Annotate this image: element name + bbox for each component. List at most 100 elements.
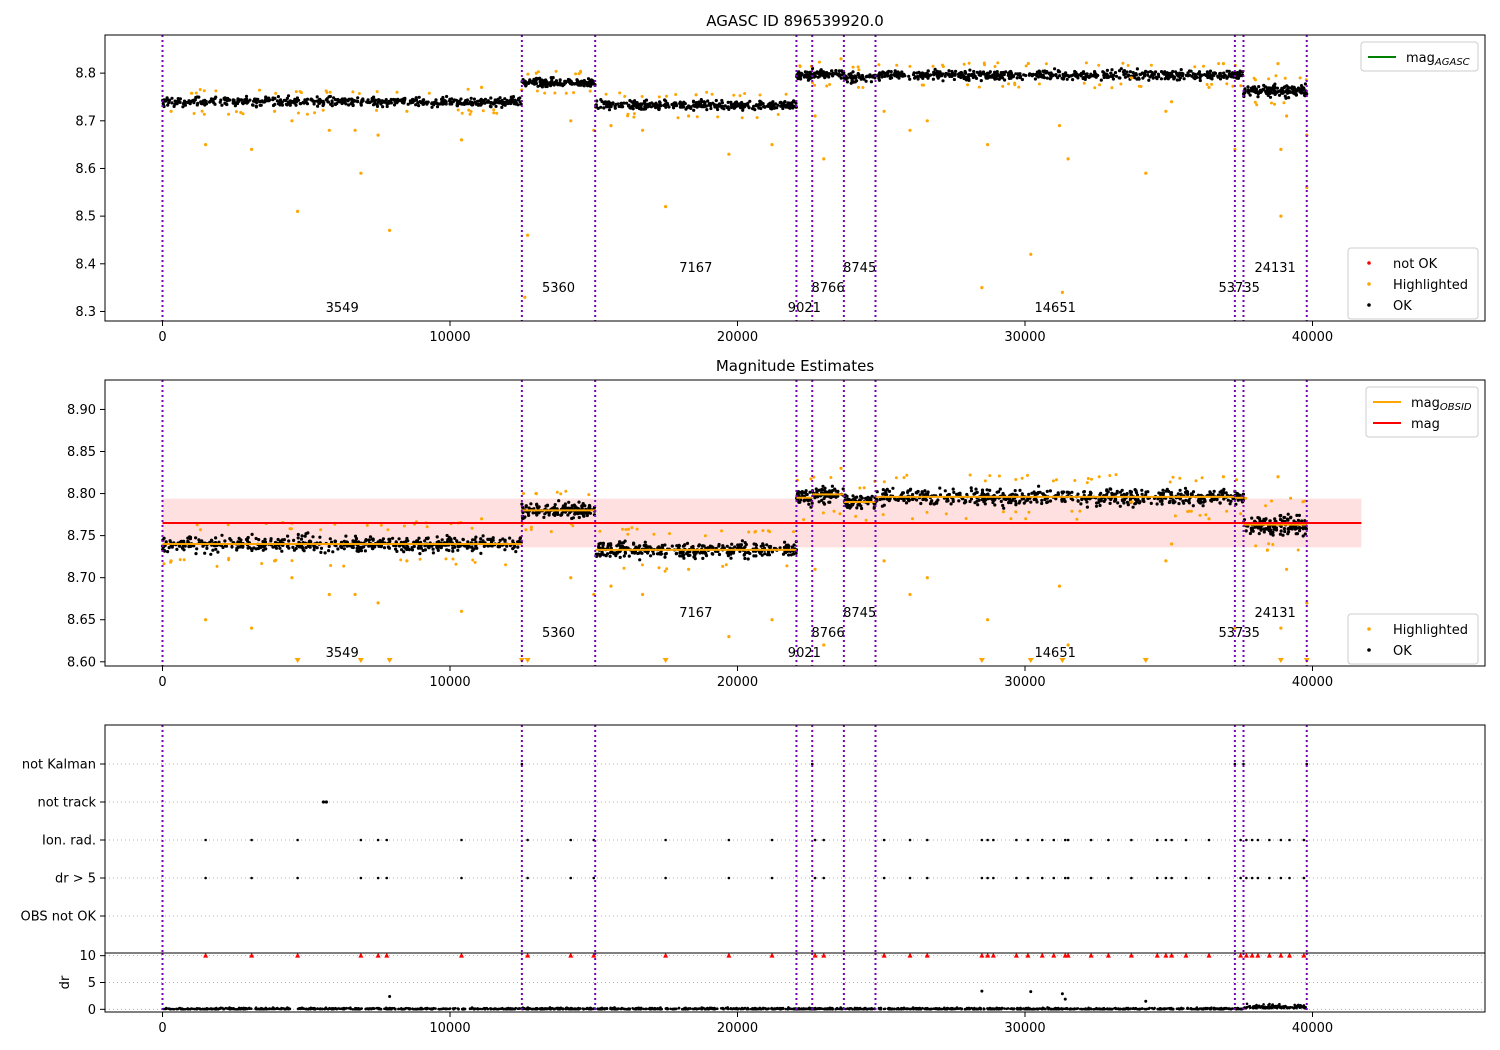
dr-point bbox=[390, 1008, 393, 1011]
ok-point bbox=[1058, 74, 1062, 78]
ok-point bbox=[361, 98, 365, 102]
ok-point bbox=[944, 72, 948, 76]
legend-marker bbox=[1367, 282, 1371, 286]
ok-point bbox=[608, 554, 612, 558]
ok-point bbox=[220, 103, 224, 107]
flag-point bbox=[324, 800, 328, 804]
highlighted-point bbox=[480, 85, 484, 89]
ok-point bbox=[1249, 86, 1253, 90]
flag-point bbox=[1302, 838, 1306, 842]
dr-point bbox=[175, 1007, 179, 1011]
ok-point bbox=[881, 488, 885, 492]
ok-point bbox=[411, 97, 415, 102]
ok-point bbox=[304, 98, 308, 103]
highlighted-point bbox=[882, 480, 886, 484]
ok-point bbox=[915, 498, 919, 502]
ok-point bbox=[544, 80, 548, 84]
ok-point bbox=[453, 536, 457, 541]
ok-point bbox=[1134, 72, 1138, 76]
x-tick-label: 40000 bbox=[1292, 675, 1333, 690]
highlighted-point bbox=[665, 94, 668, 98]
ok-point bbox=[1259, 527, 1263, 532]
ok-point bbox=[566, 513, 570, 517]
ok-point bbox=[474, 544, 478, 549]
ok-point bbox=[1068, 491, 1072, 495]
ok-point bbox=[183, 103, 187, 107]
highlighted-point bbox=[1276, 62, 1280, 66]
flag-point bbox=[385, 876, 389, 880]
ok-point bbox=[1299, 90, 1303, 94]
ok-point bbox=[1056, 70, 1061, 74]
flag-point bbox=[385, 838, 389, 842]
highlighted-point bbox=[1276, 475, 1280, 479]
ok-point bbox=[479, 551, 483, 556]
ok-point bbox=[170, 101, 174, 105]
ok-point bbox=[1229, 499, 1233, 503]
ok-point bbox=[677, 544, 682, 548]
ok-point bbox=[687, 104, 691, 108]
dr-point bbox=[334, 1007, 338, 1011]
chart-title: AGASC ID 896539920.0 bbox=[706, 12, 884, 30]
dr-point bbox=[222, 1007, 226, 1011]
highlighted-point bbox=[968, 473, 972, 477]
obsid-label: 5360 bbox=[542, 281, 575, 296]
ok-point bbox=[1222, 75, 1226, 79]
highlighted-point bbox=[1098, 83, 1102, 87]
ok-point bbox=[614, 554, 618, 558]
ok-point bbox=[336, 99, 340, 104]
ok-point bbox=[1198, 76, 1202, 80]
highlighted-point bbox=[1296, 548, 1300, 552]
obsid-label: 14651 bbox=[1035, 301, 1076, 316]
ok-point bbox=[1099, 78, 1103, 82]
highlighted-point bbox=[553, 91, 557, 95]
ok-point bbox=[241, 102, 245, 106]
ok-point bbox=[701, 544, 705, 548]
ok-point bbox=[1171, 69, 1175, 74]
ok-point bbox=[1126, 73, 1131, 77]
ok-point bbox=[902, 498, 906, 502]
ok-point bbox=[1248, 531, 1252, 536]
ok-point bbox=[1190, 74, 1194, 78]
highlighted-point bbox=[523, 295, 527, 299]
ok-point bbox=[503, 538, 507, 542]
ok-point bbox=[625, 101, 629, 105]
ok-point bbox=[561, 84, 565, 88]
ok-point bbox=[520, 502, 524, 506]
ok-point bbox=[370, 96, 374, 100]
ok-point bbox=[604, 554, 608, 558]
ok-point bbox=[761, 105, 766, 109]
highlighted-point bbox=[319, 528, 323, 532]
highlighted-point bbox=[743, 92, 747, 95]
ok-point bbox=[280, 549, 284, 553]
ok-point bbox=[400, 548, 404, 552]
ok-point bbox=[907, 74, 911, 78]
ok-point bbox=[796, 493, 801, 497]
highlighted-point bbox=[825, 84, 829, 88]
ok-point bbox=[1111, 73, 1116, 77]
ok-point bbox=[236, 97, 240, 101]
ok-point bbox=[1198, 501, 1202, 505]
ok-point bbox=[908, 77, 912, 81]
highlighted-point bbox=[997, 474, 1001, 478]
ok-point bbox=[180, 546, 185, 550]
ok-point bbox=[1222, 71, 1226, 75]
flag-category-label: dr > 5 bbox=[55, 872, 96, 887]
ok-point bbox=[891, 486, 895, 490]
ok-point bbox=[434, 101, 438, 105]
ok-point bbox=[957, 72, 961, 76]
highlighted-point bbox=[766, 529, 770, 533]
ok-point bbox=[726, 554, 731, 558]
highlighted-point bbox=[178, 558, 182, 562]
ok-point bbox=[1191, 490, 1196, 494]
ok-point bbox=[587, 81, 592, 85]
ok-point bbox=[567, 500, 571, 504]
highlighted-point bbox=[1007, 82, 1010, 86]
ok-point bbox=[844, 75, 848, 79]
highlighted-point bbox=[828, 83, 832, 86]
highlighted-point bbox=[1285, 567, 1289, 571]
dr-point bbox=[172, 1007, 176, 1011]
y-tick-label: 8.85 bbox=[67, 445, 96, 460]
ok-point bbox=[273, 545, 278, 549]
ok-point bbox=[1209, 491, 1213, 496]
ok-point bbox=[943, 489, 947, 493]
